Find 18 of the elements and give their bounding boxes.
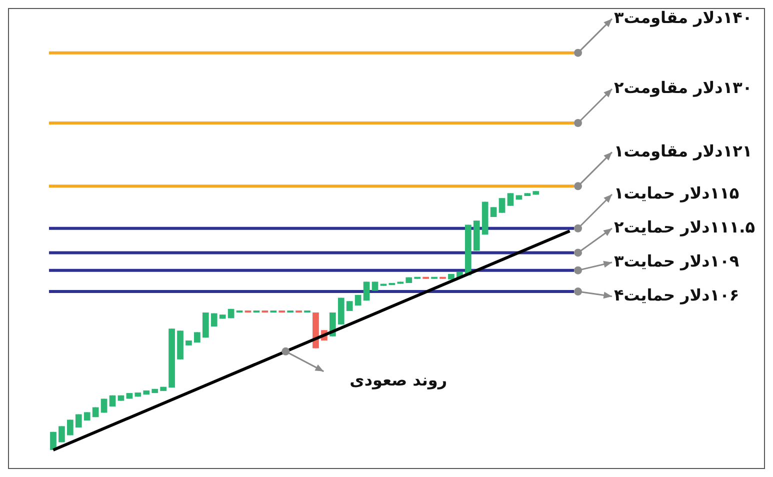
candlestick (75, 414, 82, 428)
ref-line-label: ۱۴۰دلار مقاومت۳ (614, 8, 752, 27)
ref-line-label: ۱۰۶دلار حمایت۴ (614, 286, 740, 305)
candlestick (507, 192, 514, 206)
ref-line-label: ۱۳۰دلار مقاومت۲ (614, 78, 752, 98)
candlestick (66, 419, 74, 436)
candlestick (490, 206, 497, 218)
candlestick (346, 300, 353, 312)
candlestick (58, 426, 65, 443)
ref-line-label: ۱۲۱دلار مقاومت۱ (614, 141, 752, 160)
annotation: روند صعودی (350, 370, 448, 390)
candlestick (498, 198, 506, 214)
ref-line-label: ۱۱۵دلار حمایت۱ (614, 184, 740, 203)
ref-line-label: ۱۱۱.۵دلار حمایت۲ (614, 218, 756, 237)
ref-line-label: ۱۰۹دلار حمایت۳ (614, 252, 740, 271)
candlestick (363, 281, 370, 302)
candlestick (372, 281, 378, 292)
candlestick (100, 398, 108, 414)
